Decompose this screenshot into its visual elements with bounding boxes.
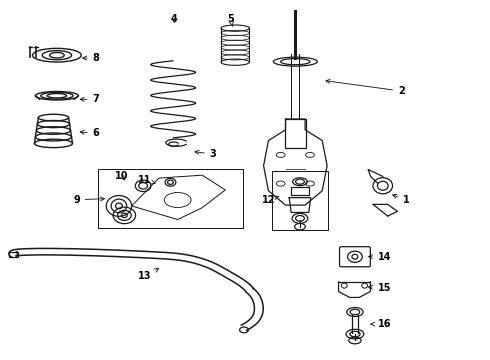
Text: 5: 5	[227, 14, 234, 26]
Text: 13: 13	[138, 269, 159, 281]
Text: 9: 9	[73, 195, 104, 205]
Text: 2: 2	[326, 80, 405, 96]
Bar	[291, 187, 309, 195]
Text: 16: 16	[371, 319, 391, 329]
Bar	[285, 119, 306, 148]
Text: 1: 1	[392, 194, 410, 205]
Text: 3: 3	[195, 149, 217, 159]
Text: 4: 4	[171, 14, 177, 24]
Text: 15: 15	[368, 283, 391, 293]
Text: 10: 10	[115, 171, 128, 181]
Text: 7: 7	[80, 94, 99, 104]
Text: 11: 11	[138, 175, 155, 185]
Bar	[98, 169, 243, 228]
Bar	[9, 252, 18, 257]
Text: 8: 8	[83, 53, 99, 63]
Text: 6: 6	[80, 129, 99, 138]
Text: 12: 12	[262, 195, 278, 205]
Text: 14: 14	[368, 252, 391, 262]
Bar	[272, 171, 328, 230]
